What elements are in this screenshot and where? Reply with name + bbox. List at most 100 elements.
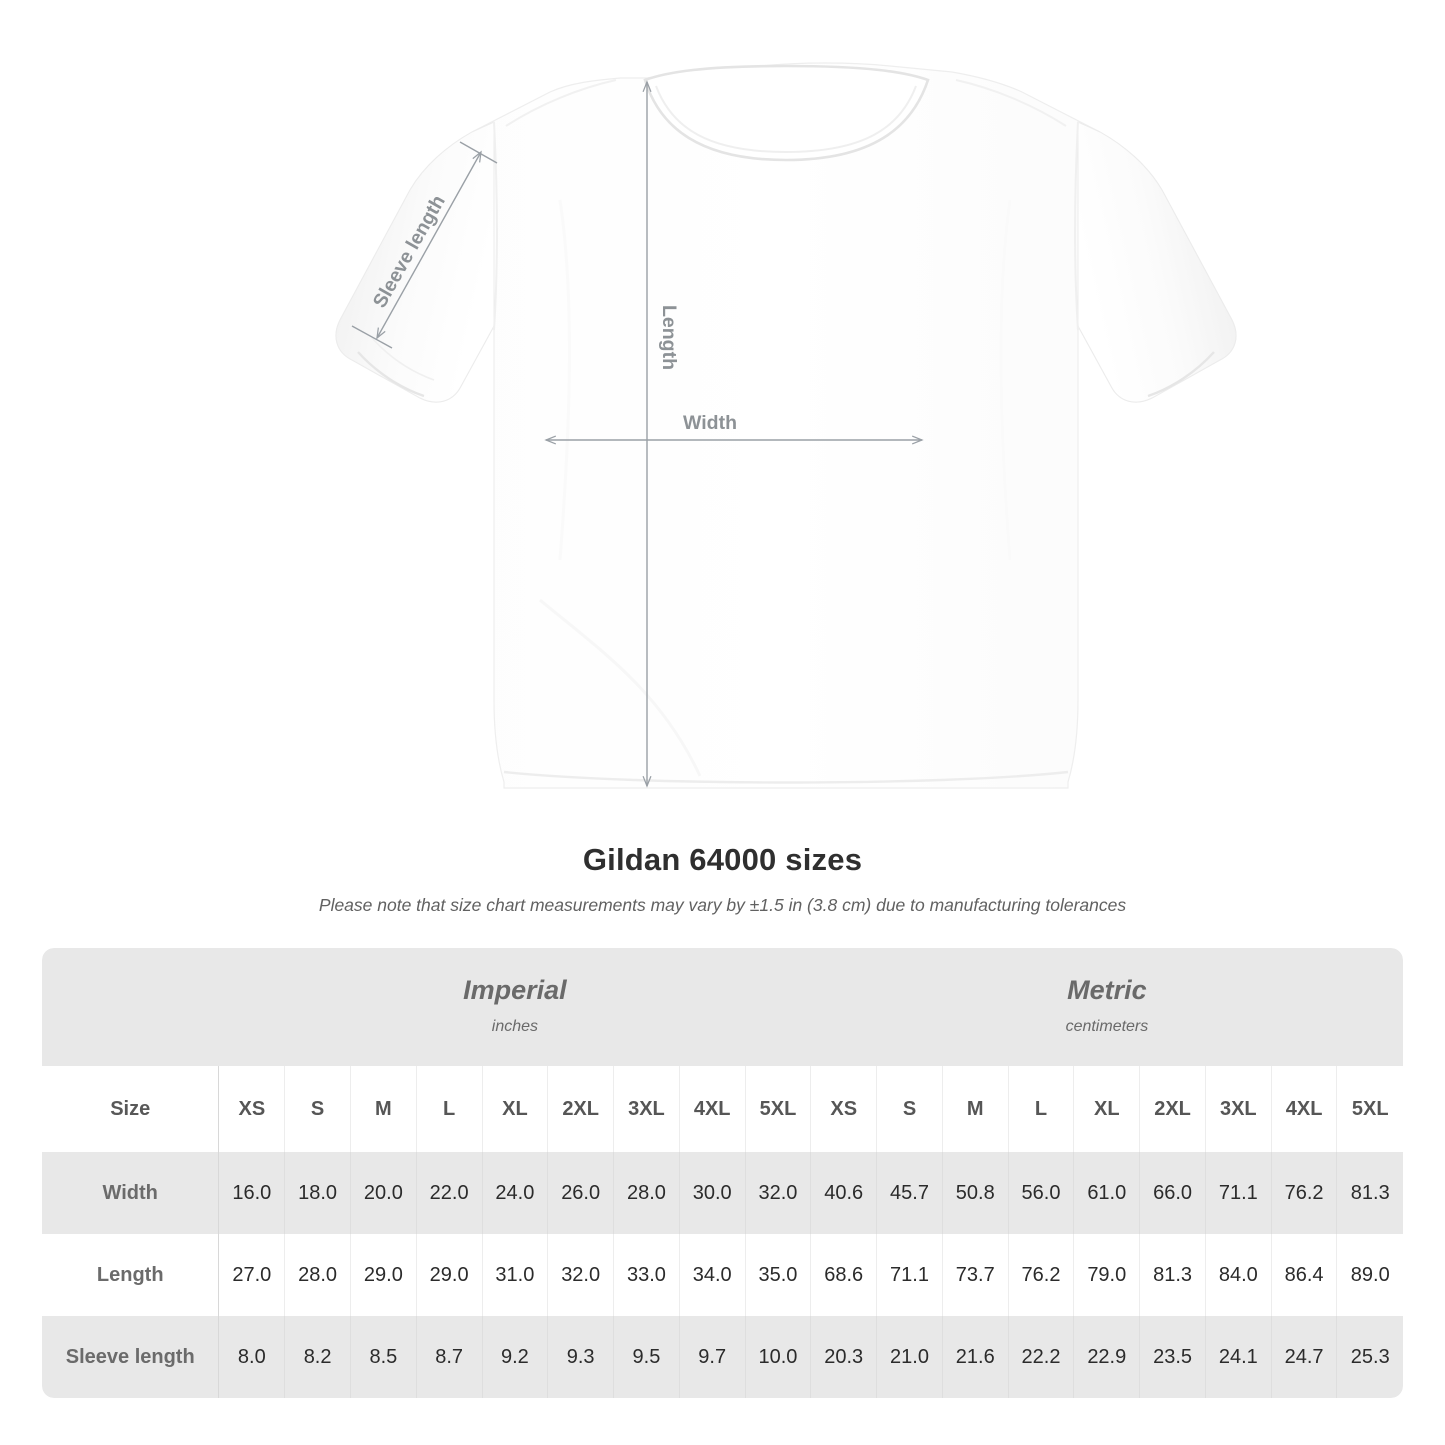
cell-sleeve-length: 21.0 — [876, 1316, 943, 1398]
cell-width: 76.2 — [1271, 1152, 1338, 1234]
cell-width: 71.1 — [1205, 1152, 1272, 1234]
metric-subtitle: centimeters — [1065, 1017, 1149, 1035]
cell-length: 29.0 — [350, 1234, 417, 1316]
size-header-cell: S — [284, 1066, 351, 1152]
cell-sleeve-length: 21.6 — [942, 1316, 1009, 1398]
chart-heading-block: Gildan 64000 sizes Please note that size… — [0, 838, 1445, 916]
cell-sleeve-length: 8.5 — [350, 1316, 417, 1398]
size-header-cell: XS — [218, 1066, 286, 1152]
cell-width: 50.8 — [942, 1152, 1009, 1234]
cell-width: 40.6 — [810, 1152, 878, 1234]
tshirt-measurement-diagram: Length Width Sleeve length — [335, 62, 1237, 789]
cell-width: 20.0 — [350, 1152, 417, 1234]
width-label: Width — [683, 412, 737, 434]
cell-sleeve-length: 22.2 — [1008, 1316, 1075, 1398]
size-header-cell: 2XL — [547, 1066, 615, 1152]
measurement-guides — [351, 82, 922, 786]
size-row-label: Size — [42, 1066, 220, 1152]
cell-width: 16.0 — [218, 1152, 286, 1234]
cell-length: 32.0 — [547, 1234, 615, 1316]
cell-length: 89.0 — [1336, 1234, 1403, 1316]
metric-group-header: Metric centimeters — [810, 948, 1403, 1066]
cell-width: 61.0 — [1073, 1152, 1141, 1234]
cell-length: 79.0 — [1073, 1234, 1141, 1316]
table-row-width: Width 16.0 18.0 20.0 22.0 24.0 26.0 28.0… — [42, 1152, 1403, 1234]
cell-width: 45.7 — [876, 1152, 943, 1234]
cell-width: 18.0 — [284, 1152, 351, 1234]
unit-spacer-cell — [42, 948, 219, 1066]
imperial-group-header: Imperial inches — [218, 948, 811, 1066]
size-header-cell: 3XL — [1205, 1066, 1272, 1152]
cell-length: 34.0 — [679, 1234, 746, 1316]
cell-length: 73.7 — [942, 1234, 1009, 1316]
cell-sleeve-length: 22.9 — [1073, 1316, 1141, 1398]
cell-width: 26.0 — [547, 1152, 615, 1234]
cell-sleeve-length: 20.3 — [810, 1316, 878, 1398]
cell-sleeve-length: 9.3 — [547, 1316, 615, 1398]
cell-sleeve-length: 9.5 — [613, 1316, 680, 1398]
size-header-cell: 5XL — [1336, 1066, 1403, 1152]
size-header-cell: 5XL — [745, 1066, 812, 1152]
cell-sleeve-length: 24.7 — [1271, 1316, 1338, 1398]
page-title: Gildan 64000 sizes — [582, 842, 863, 877]
size-header-cell: 3XL — [613, 1066, 680, 1152]
size-header-cell: XL — [482, 1066, 549, 1152]
metric-title: Metric — [1067, 974, 1147, 1005]
imperial-subtitle: inches — [491, 1017, 539, 1035]
cell-sleeve-length: 10.0 — [745, 1316, 812, 1398]
cell-length: 68.6 — [810, 1234, 878, 1316]
table-row-sleeve-length: Sleeve length 8.0 8.2 8.5 8.7 9.2 9.3 9.… — [42, 1316, 1403, 1398]
sleeve-measure-line — [377, 152, 481, 338]
cell-sleeve-length: 23.5 — [1139, 1316, 1206, 1398]
tolerance-note: Please note that size chart measurements… — [318, 895, 1127, 915]
row-label-length: Length — [42, 1234, 220, 1316]
cell-sleeve-length: 8.7 — [416, 1316, 483, 1398]
size-header-row: Size XS S M L XL 2XL 3XL 4XL 5XL XS S M … — [42, 1066, 1403, 1152]
size-header-cell: S — [876, 1066, 943, 1152]
unit-header-row: Imperial inches Metric centimeters — [42, 948, 1403, 1066]
size-header-cell: M — [942, 1066, 1009, 1152]
cell-width: 56.0 — [1008, 1152, 1075, 1234]
cell-sleeve-length: 8.0 — [218, 1316, 286, 1398]
size-header-cell: XL — [1073, 1066, 1141, 1152]
cell-sleeve-length: 9.7 — [679, 1316, 746, 1398]
cell-width: 22.0 — [416, 1152, 483, 1234]
cell-sleeve-length: 8.2 — [284, 1316, 351, 1398]
size-header-cell: 4XL — [679, 1066, 746, 1152]
cell-sleeve-length: 25.3 — [1336, 1316, 1403, 1398]
cell-width: 66.0 — [1139, 1152, 1206, 1234]
cell-length: 71.1 — [876, 1234, 943, 1316]
imperial-title: Imperial — [463, 974, 567, 1005]
cell-length: 33.0 — [613, 1234, 680, 1316]
cell-width: 28.0 — [613, 1152, 680, 1234]
cell-length: 81.3 — [1139, 1234, 1206, 1316]
cell-width: 24.0 — [482, 1152, 549, 1234]
cell-sleeve-length: 24.1 — [1205, 1316, 1272, 1398]
cell-length: 84.0 — [1205, 1234, 1272, 1316]
size-header-cell: L — [1008, 1066, 1075, 1152]
length-label: Length — [658, 305, 680, 370]
size-header-cell: L — [416, 1066, 483, 1152]
size-header-cell: 2XL — [1139, 1066, 1206, 1152]
table-row-length: Length 27.0 28.0 29.0 29.0 31.0 32.0 33.… — [42, 1234, 1403, 1316]
row-label-width: Width — [42, 1152, 220, 1234]
size-header-cell: M — [350, 1066, 417, 1152]
cell-length: 76.2 — [1008, 1234, 1075, 1316]
cell-length: 27.0 — [218, 1234, 286, 1316]
size-header-cell: XS — [810, 1066, 878, 1152]
cell-length: 86.4 — [1271, 1234, 1338, 1316]
size-header-cell: 4XL — [1271, 1066, 1338, 1152]
cell-width: 30.0 — [679, 1152, 746, 1234]
cell-length: 29.0 — [416, 1234, 483, 1316]
cell-length: 35.0 — [745, 1234, 812, 1316]
cell-width: 81.3 — [1336, 1152, 1403, 1234]
cell-length: 28.0 — [284, 1234, 351, 1316]
tshirt-illustration: Length Width Sleeve length — [335, 62, 1237, 789]
size-chart-card: Imperial inches Metric centimeters Size … — [42, 948, 1403, 1398]
shirt-body-shape — [335, 62, 1237, 789]
size-chart-table: Imperial inches Metric centimeters Size … — [42, 948, 1403, 1398]
cell-length: 31.0 — [482, 1234, 549, 1316]
cell-width: 32.0 — [745, 1152, 812, 1234]
row-label-sleeve-length: Sleeve length — [42, 1316, 220, 1398]
cell-sleeve-length: 9.2 — [482, 1316, 549, 1398]
